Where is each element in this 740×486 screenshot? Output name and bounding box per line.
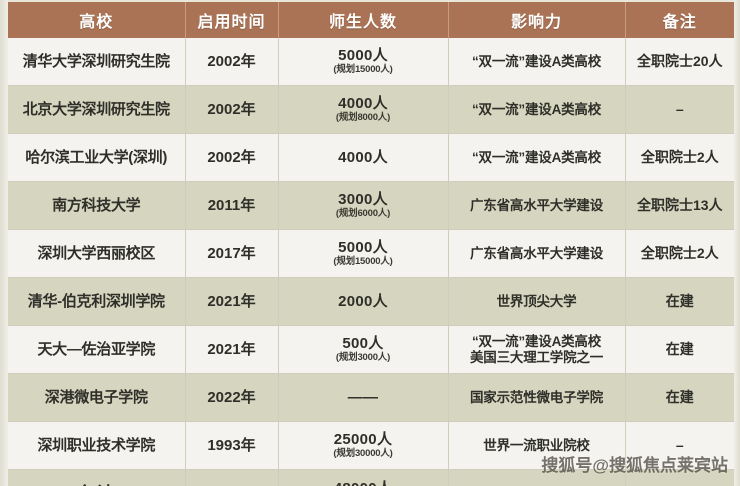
cell-total-year <box>185 469 279 486</box>
influence-line-1: 世界顶尖大学 <box>496 293 577 309</box>
column-header-influence: 影响力 <box>448 2 626 38</box>
table-total-row: 合计 48000人(规划80000人) <box>8 469 734 486</box>
people-count-main: 2000人 <box>338 292 388 310</box>
cell-influence: “双一流”建设A类高校 <box>448 85 626 134</box>
cell-opening-year: 1993年 <box>185 421 279 470</box>
cell-opening-year: 2011年 <box>185 181 279 230</box>
cell-note: – <box>625 85 734 134</box>
people-count-planned: (规划30000人) <box>333 448 393 460</box>
people-count-planned: (规划8000人) <box>335 112 391 124</box>
table-row: 清华大学深圳研究生院 2002年 5000人 (规划15000人) “双一流”建设A类高… <box>8 38 734 86</box>
cell-note: 在建 <box>625 373 734 422</box>
cell-people-count: 4000人 <box>278 133 449 182</box>
influence-line-1: 国家示范性微电子学院 <box>470 389 603 405</box>
page-edge-left <box>0 0 8 486</box>
influence-line-2: 美国三大理工学院之一 <box>470 349 603 365</box>
people-count-main: —— <box>347 388 379 406</box>
influence-line-1: “双一流”建设A类高校 <box>471 149 602 165</box>
cell-opening-year: 2021年 <box>185 325 279 374</box>
people-count-main: 500人 <box>342 334 384 352</box>
people-count-main: 4000人 <box>338 148 388 166</box>
influence-line-1: “双一流”建设A类高校 <box>471 333 602 349</box>
influence-line-1: “双一流”建设A类高校 <box>471 101 602 117</box>
influence-line-1: “双一流”建设A类高校 <box>471 53 602 69</box>
cell-influence: 世界一流职业院校 <box>448 421 626 470</box>
cell-note: 全职院士13人 <box>625 181 734 230</box>
cell-university-name: 清华-伯克利深圳学院 <box>8 277 186 326</box>
cell-influence: “双一流”建设A类高校 <box>448 38 626 86</box>
cell-influence: “双一流”建设A类高校 美国三大理工学院之一 <box>448 325 626 374</box>
cell-university-name: 深圳职业技术学院 <box>8 421 186 470</box>
cell-university-name: 北京大学深圳研究生院 <box>8 85 186 134</box>
cell-university-name: 深港微电子学院 <box>8 373 186 422</box>
cell-opening-year: 2002年 <box>185 85 279 134</box>
people-count-planned: (规划3000人) <box>335 352 391 364</box>
people-count-main: 5000人 <box>338 46 388 64</box>
influence-line-1: 世界一流职业院校 <box>483 437 590 453</box>
cell-university-name: 哈尔滨工业大学(深圳) <box>8 133 186 182</box>
influence-line-1: 广东省高水平大学建设 <box>470 245 603 261</box>
table-row: 北京大学深圳研究生院 2002年 4000人 (规划8000人) “双一流”建设A类高校… <box>8 85 734 134</box>
cell-people-count: 2000人 <box>278 277 449 326</box>
cell-note: – <box>625 421 734 470</box>
cell-people-count: 4000人 (规划8000人) <box>278 85 449 134</box>
column-header-year: 启用时间 <box>185 2 279 38</box>
cell-note: 全职院士2人 <box>625 229 734 278</box>
column-header-people: 师生人数 <box>278 2 449 38</box>
cell-influence: 广东省高水平大学建设 <box>448 229 626 278</box>
shenzhen-universities-table: 高校 启用时间 师生人数 影响力 备注 清华大学深圳研究生院 2002年 5000人… <box>8 2 734 486</box>
cell-people-count: 25000人 (规划30000人) <box>278 421 449 470</box>
cell-influence: “双一流”建设A类高校 <box>448 133 626 182</box>
cell-total-people: 48000人(规划80000人) <box>278 469 449 486</box>
cell-total-label: 合计 <box>8 469 186 486</box>
cell-university-name: 天大—佐治亚学院 <box>8 325 186 374</box>
column-header-name: 高校 <box>8 2 186 38</box>
table-row: 深圳职业技术学院 1993年 25000人 (规划30000人) 世界一流职业院校 – <box>8 421 734 470</box>
table-row: 南方科技大学 2011年 3000人 (规划6000人) 广东省高水平大学建设 全职院士1… <box>8 181 734 230</box>
people-count-main: 5000人 <box>338 238 388 256</box>
people-count-planned: (规划15000人) <box>333 256 393 268</box>
cell-people-count: 5000人 (规划15000人) <box>278 229 449 278</box>
table-row: 哈尔滨工业大学(深圳) 2002年 4000人 “双一流”建设A类高校 全职院士2人 <box>8 133 734 182</box>
table-row: 天大—佐治亚学院 2021年 500人 (规划3000人) “双一流”建设A类高校 美国三… <box>8 325 734 374</box>
table-row: 深港微电子学院 2022年 —— 国家示范性微电子学院 在建 <box>8 373 734 422</box>
people-count-planned: (规划6000人) <box>335 208 391 220</box>
people-count-planned: (规划15000人) <box>333 64 393 76</box>
cell-total-note <box>625 469 734 486</box>
column-header-note: 备注 <box>625 2 734 38</box>
cell-note: 在建 <box>625 325 734 374</box>
cell-university-name: 南方科技大学 <box>8 181 186 230</box>
influence-line-1: 广东省高水平大学建设 <box>470 197 603 213</box>
table-row: 清华-伯克利深圳学院 2021年 2000人 世界顶尖大学 在建 <box>8 277 734 326</box>
cell-total-influence <box>448 469 626 486</box>
page-edge-right <box>734 0 740 486</box>
cell-note: 全职院士2人 <box>625 133 734 182</box>
table-header-row: 高校 启用时间 师生人数 影响力 备注 <box>8 2 734 38</box>
cell-opening-year: 2002年 <box>185 133 279 182</box>
table-row: 深圳大学西丽校区 2017年 5000人 (规划15000人) 广东省高水平大学建设 全职… <box>8 229 734 278</box>
cell-opening-year: 2017年 <box>185 229 279 278</box>
people-count-main: 3000人 <box>338 190 388 208</box>
people-count-main: 4000人 <box>338 94 388 112</box>
cell-note: 全职院士20人 <box>625 38 734 86</box>
cell-influence: 国家示范性微电子学院 <box>448 373 626 422</box>
people-count-main: 25000人 <box>333 430 393 448</box>
cell-people-count: 500人 (规划3000人) <box>278 325 449 374</box>
cell-opening-year: 2002年 <box>185 38 279 86</box>
table-body: 清华大学深圳研究生院 2002年 5000人 (规划15000人) “双一流”建设A类高… <box>8 38 734 486</box>
cell-people-count: 5000人 (规划15000人) <box>278 38 449 86</box>
people-count-main: 48000人 <box>282 480 445 486</box>
cell-influence: 世界顶尖大学 <box>448 277 626 326</box>
cell-influence: 广东省高水平大学建设 <box>448 181 626 230</box>
cell-opening-year: 2021年 <box>185 277 279 326</box>
cell-people-count: 3000人 (规划6000人) <box>278 181 449 230</box>
cell-people-count: —— <box>278 373 449 422</box>
cell-university-name: 深圳大学西丽校区 <box>8 229 186 278</box>
cell-opening-year: 2022年 <box>185 373 279 422</box>
cell-note: 在建 <box>625 277 734 326</box>
table-header: 高校 启用时间 师生人数 影响力 备注 <box>8 2 734 38</box>
cell-university-name: 清华大学深圳研究生院 <box>8 38 186 86</box>
